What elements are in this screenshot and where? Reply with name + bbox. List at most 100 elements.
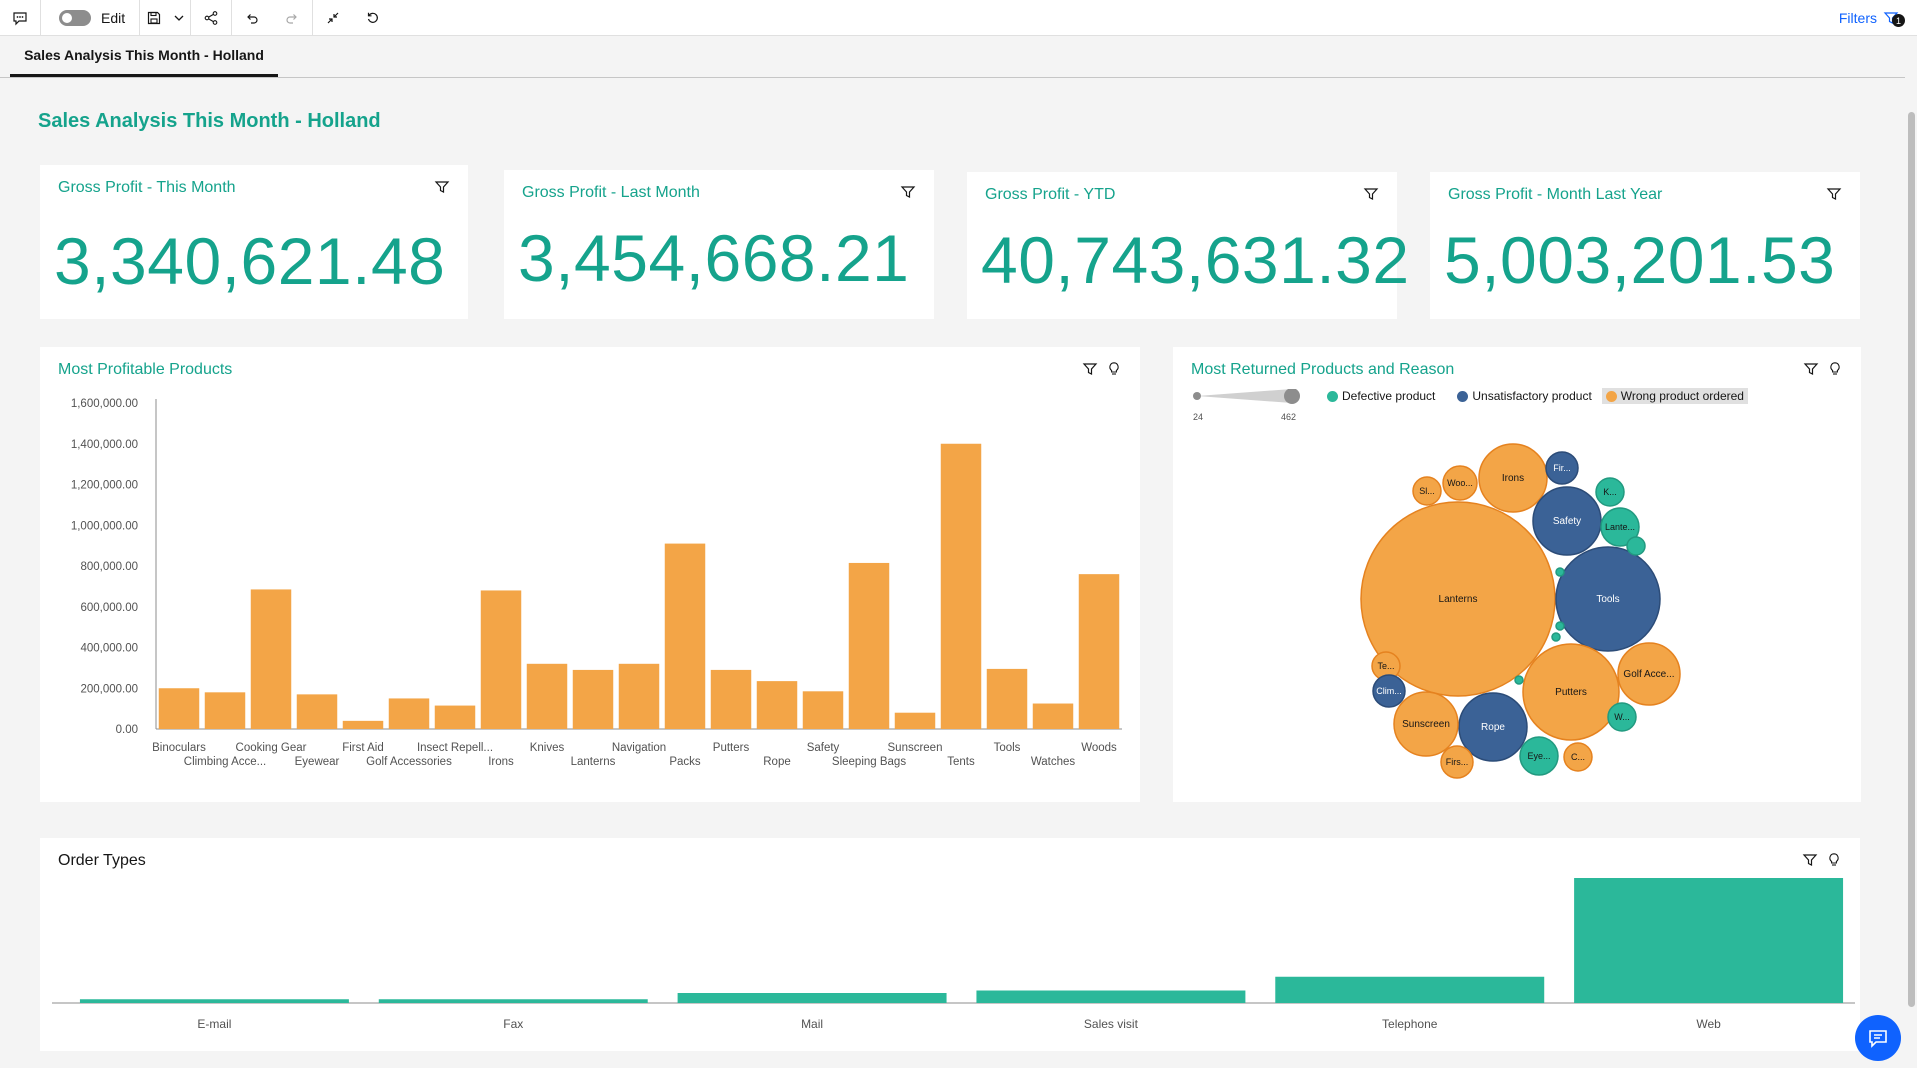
lightbulb-icon[interactable] [1106,361,1122,377]
chart-title: Most Profitable Products [58,361,233,378]
filter-icon[interactable] [1363,186,1379,202]
scroll-thumb[interactable] [1908,112,1915,1007]
undo-icon[interactable] [232,0,272,36]
bubble [1393,691,1459,757]
profitable-products-card[interactable]: Most Profitable Products 0.00 200,000.00 4… [40,347,1140,802]
bar [480,590,522,729]
chevron-down-icon[interactable] [168,0,190,36]
bar [940,443,982,729]
filter-icon[interactable] [1082,361,1098,377]
bar [756,681,798,729]
slider-max-handle[interactable] [1284,389,1300,404]
x-tick-label: Tents [947,756,975,768]
filter-icon[interactable] [1803,361,1819,377]
kpi-value: 40,743,631.32 [981,223,1410,297]
kpi-card-month-last-year[interactable]: Gross Profit - Month Last Year 5,003,201… [1430,172,1860,319]
toolbar-divider [40,0,41,36]
toggle-switch[interactable] [59,9,91,26]
bubble-label: C... [1571,752,1585,762]
tab-sales-analysis[interactable]: Sales Analysis This Month - Holland [10,36,278,77]
vertical-scrollbar[interactable] [1905,78,1917,1068]
bubble-label: Sl... [1419,486,1435,496]
filters-button[interactable]: Filters 1 [1838,0,1905,36]
x-tick-label: Fax [503,1017,523,1031]
x-tick-label: Navigation [612,742,666,754]
chart-title: Order Types [58,852,146,869]
x-tick-label: Eyewear [295,756,340,768]
x-tick-label: Safety [807,742,840,754]
bubble-label: W... [1614,712,1630,722]
bar [802,691,844,729]
legend: Defective product Unsatisfactory product… [1327,387,1748,405]
filter-icon[interactable] [1826,186,1842,202]
chart-title: Most Returned Products and Reason [1191,361,1455,378]
kpi-title: Gross Profit - YTD [985,186,1116,203]
filter-icon[interactable] [900,184,916,200]
edit-label: Edit [101,9,126,26]
x-tick-label: Watches [1031,756,1076,768]
collapse-icon[interactable] [313,0,353,36]
bubble-label: Te... [1377,661,1394,671]
lightbulb-icon[interactable] [1827,361,1843,377]
slider-min-handle[interactable] [1193,392,1201,400]
x-tick-label: Rope [763,756,791,768]
y-tick-label: 600,000.00 [80,602,138,614]
x-tick-label: Binoculars [152,742,206,754]
legend-label: Defective product [1342,389,1436,403]
kpi-value: 5,003,201.53 [1444,223,1836,297]
kpi-card-this-month[interactable]: Gross Profit - This Month 3,340,621.48 [40,165,468,319]
filters-label: Filters [1838,10,1877,26]
bar [250,589,292,729]
bubble [1360,501,1556,697]
edit-toggle[interactable]: Edit [41,0,139,36]
reset-icon[interactable] [353,0,393,36]
y-tick-label: 1,200,000.00 [71,480,138,492]
bubble [1555,567,1565,577]
slider-track [1197,389,1292,403]
x-tick-label: Sales visit [1084,1017,1139,1031]
bar [388,698,430,729]
bubble-label: Rope [1481,722,1505,733]
comment-icon[interactable] [0,0,40,36]
bubble [1617,642,1681,706]
kpi-card-ytd[interactable]: Gross Profit - YTD 40,743,631.32 [967,172,1410,319]
bubble-label: K... [1603,487,1617,497]
bubble-label: Lanterns [1439,594,1478,605]
bubble [1522,643,1620,741]
slider-min-label: 24 [1193,412,1203,422]
y-tick-label: 1,400,000.00 [71,439,138,451]
legend-item-wrong-product[interactable]: Wrong product ordered [1601,388,1748,404]
redo-icon[interactable] [272,0,312,36]
lightbulb-icon[interactable] [1826,852,1842,868]
bubble [1442,465,1478,501]
y-tick-label: 1,600,000.00 [71,398,138,410]
returned-products-card[interactable]: Most Returned Products and Reason 24 462… [1173,347,1861,802]
filter-icon: 1 [1883,10,1905,27]
kpi-card-last-month[interactable]: Gross Profit - Last Month 3,454,668.21 [504,170,934,319]
bar [296,694,338,729]
bubble-label: Firs... [1446,757,1469,767]
x-tick-label: Web [1696,1017,1721,1031]
order-types-card[interactable]: Order Types E-mail Fax Mail Sales visit Tele… [40,838,1860,1051]
bubble [1555,546,1661,652]
bubble-label: Sunscreen [1402,719,1450,730]
bar [618,663,660,729]
legend-item-defective[interactable]: Defective product [1327,389,1435,403]
filter-icon[interactable] [1802,852,1818,868]
x-tick-label: Irons [488,756,514,768]
save-icon[interactable] [140,0,168,36]
bubble [1551,632,1561,642]
bubble [1440,745,1474,779]
x-tick-label: Packs [669,756,701,768]
bar [986,668,1028,729]
y-tick-label: 1,000,000.00 [71,520,138,532]
bubble [1458,692,1528,762]
filter-icon[interactable] [434,179,450,195]
bubble-size-slider[interactable]: 24 462 [1191,389,1311,429]
filters-count-badge: 1 [1892,14,1905,27]
chat-button[interactable] [1855,1015,1901,1061]
bubble-label: Irons [1502,473,1524,484]
legend-item-unsatisfactory[interactable]: Unsatisfactory product [1457,389,1592,403]
y-tick-label: 200,000.00 [80,683,138,695]
share-icon[interactable] [191,0,231,36]
